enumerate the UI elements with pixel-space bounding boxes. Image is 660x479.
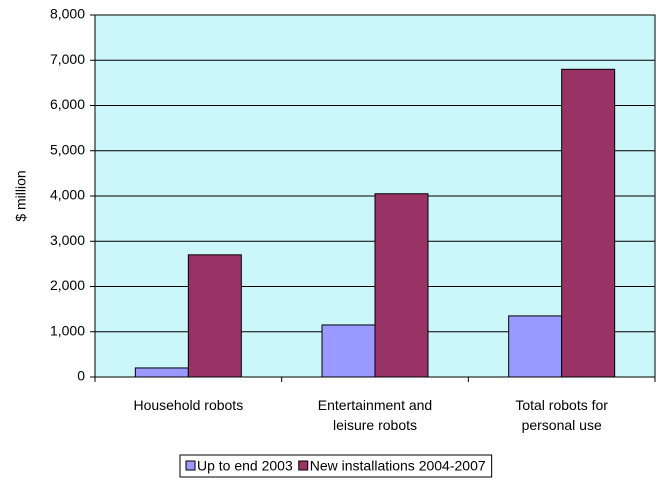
y-tick-label: 4,000 (50, 187, 85, 203)
y-tick-label: 5,000 (50, 141, 85, 157)
legend-swatch (298, 460, 309, 471)
bar (134, 367, 189, 378)
legend: Up to end 2003 New installations 2004-200… (179, 454, 493, 478)
y-axis-label: $ million (13, 170, 29, 221)
bar (374, 193, 429, 378)
bar (561, 68, 616, 378)
y-tick-label: 2,000 (50, 277, 85, 293)
legend-box (179, 454, 493, 478)
y-tick-label: 0 (77, 368, 85, 384)
y-tick-label: 1,000 (50, 322, 85, 338)
x-tick-label: Total robots for personal use (515, 397, 608, 433)
y-tick-label: 8,000 (50, 6, 85, 22)
y-tick-label: 6,000 (50, 96, 85, 112)
x-tick-label: Household robots (133, 397, 244, 413)
y-tick-label: 3,000 (50, 232, 85, 248)
legend-label: New installations 2004-2007 (310, 458, 486, 474)
y-tick-label: 7,000 (50, 51, 85, 67)
bar (187, 254, 242, 378)
x-tick-label: Entertainment and leisure robots (317, 397, 433, 433)
plot-border (94, 14, 656, 378)
bar (321, 324, 376, 378)
bar (508, 315, 563, 378)
legend-label: Up to end 2003 (197, 458, 293, 474)
legend-swatch (185, 460, 196, 471)
